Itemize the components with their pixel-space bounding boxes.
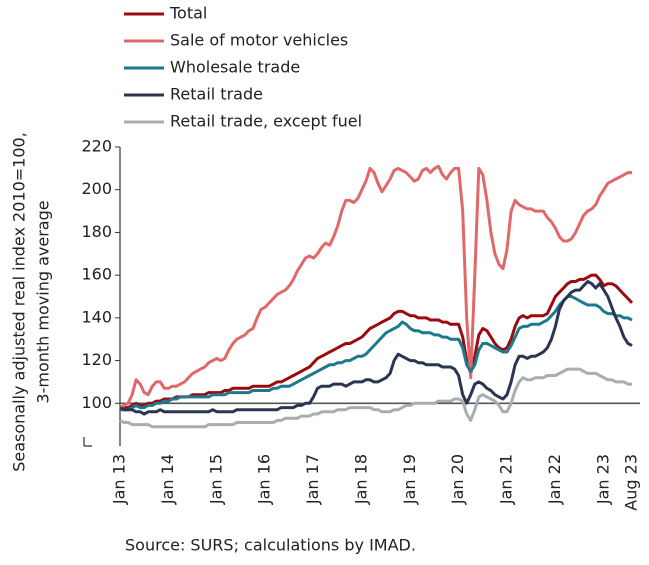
x-tick-label: Jan 16: [255, 454, 274, 505]
legend-label: Wholesale trade: [170, 58, 300, 77]
x-tick-label: Jan 21: [497, 454, 516, 505]
x-tick-label: Jan 22: [545, 454, 564, 505]
axis-break: [83, 437, 92, 447]
y-tick-label: 140: [81, 307, 112, 326]
x-tick-label: Jan 20: [448, 454, 467, 505]
y-tick-label: 120: [81, 350, 112, 369]
series-line: [120, 295, 633, 412]
legend-label: Retail trade: [170, 85, 263, 104]
source-note: Source: SURS; calculations by IMAD.: [125, 536, 416, 555]
legend-label: Sale of motor vehicles: [170, 31, 348, 50]
series-line: [120, 273, 634, 410]
series-line: [119, 367, 632, 429]
x-tick-label: Jan 18: [351, 454, 370, 505]
legend-label: Retail trade, except fuel: [170, 112, 362, 131]
x-tick-label: Jan 23: [593, 454, 612, 505]
y-axis-label: Seasonally adjusted real index 2010=100,: [10, 132, 29, 472]
x-tick-label: Jan 14: [158, 454, 177, 505]
x-tick-label: Aug 23: [622, 454, 641, 511]
y-tick-label: 200: [81, 179, 112, 198]
y-tick-label: 220: [81, 137, 112, 156]
series-line: [119, 164, 632, 409]
x-tick-label: Jan 13: [110, 454, 129, 505]
legend-label: Total: [169, 4, 207, 23]
y-tick-label: 180: [81, 222, 112, 241]
series-line: [119, 280, 633, 416]
x-tick-label: Jan 15: [206, 454, 225, 505]
y-axis-label: 3-month moving average: [34, 200, 53, 403]
x-tick-label: Jan 19: [400, 454, 419, 505]
y-tick-label: 100: [81, 393, 112, 412]
y-tick-label: 160: [81, 265, 112, 284]
x-tick-label: Jan 17: [303, 454, 322, 505]
